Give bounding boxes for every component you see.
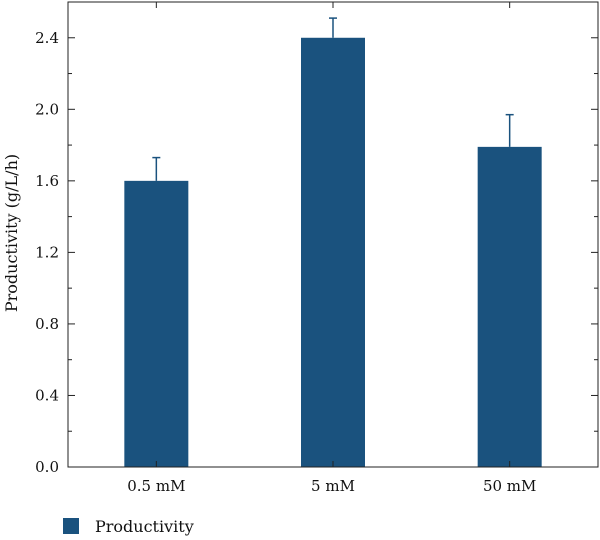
legend: Productivity [63, 517, 194, 536]
y-tick-label-4: 1.2 [35, 243, 59, 261]
legend-swatch-productivity [63, 518, 79, 534]
y-axis-label: Productivity (g/L/h) [2, 154, 21, 312]
y-tick-label-6: 2.0 [35, 100, 59, 118]
y-tick-label-7: 2.4 [35, 29, 59, 47]
y-tick-label-1: 0.0 [35, 458, 59, 476]
x-tick-label-3: 50 mM [483, 477, 536, 495]
x-tick-label-2: 5 mM [311, 477, 355, 495]
x-tick-label-1: 0.5 mM [127, 477, 185, 495]
bars-layer [124, 37, 542, 468]
error-bars-layer [152, 17, 514, 181]
legend-label-productivity: Productivity [95, 517, 194, 536]
bar-2 [301, 37, 365, 468]
bar-1 [124, 180, 189, 467]
y-tick-label-5: 1.6 [35, 172, 59, 190]
y-tick-label-3: 0.8 [35, 315, 59, 333]
y-tick-label-2: 0.4 [35, 386, 59, 404]
ticks-layer: 0.5 mM 5 mM 50 mM 0.0 0.4 0.8 1.2 1.6 2.0 2.4 [35, 2, 598, 495]
bar-3 [477, 146, 542, 467]
